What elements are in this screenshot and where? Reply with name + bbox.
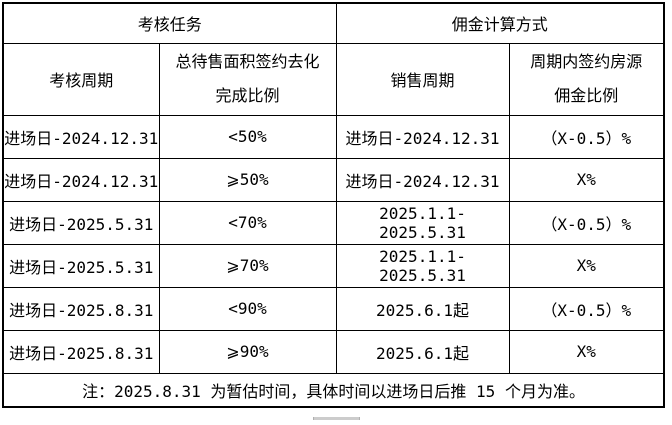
table-row: 进场日-2025.8.31 <90% 2025.6.1起 （X-0.5）%: [2, 286, 665, 331]
footnote: 注：2025.8.31 为暂估时间，具体时间以进场日后推 15 个月为准。: [2, 372, 665, 408]
cell-assessment-period: 进场日-2025.8.31: [2, 286, 160, 331]
cell-sales-period: 进场日-2024.12.31: [335, 157, 510, 202]
cell-sales-period: 2025.6.1起: [335, 286, 510, 331]
table-row: 进场日-2025.8.31 ⩾90% 2025.6.1起 X%: [2, 329, 665, 374]
cell-completion-ratio: ⩾90%: [158, 329, 337, 374]
table-row: 考核周期 总待售面积签约去化 完成比例 销售周期 周期内签约房源 佣金比例: [2, 42, 665, 116]
cell-sales-period: 进场日-2024.12.31: [335, 114, 510, 159]
header-assessment-period: 考核周期: [2, 42, 160, 116]
cell-commission-ratio: X%: [508, 329, 665, 374]
table-row: 注：2025.8.31 为暂估时间，具体时间以进场日后推 15 个月为准。: [2, 372, 665, 408]
table-row: 进场日-2024.12.31 <50% 进场日-2024.12.31 （X-0.…: [2, 114, 665, 159]
table-row: 进场日-2025.5.31 <70% 2025.1.1-2025.5.31 （X…: [2, 200, 665, 245]
header-completion-ratio-line2: 完成比例: [215, 86, 280, 105]
cell-commission-ratio: （X-0.5）%: [508, 114, 665, 159]
header-assessment-task: 考核任务: [2, 2, 337, 44]
table-resize-handle[interactable]: [313, 417, 360, 420]
cell-assessment-period: 进场日-2025.8.31: [2, 329, 160, 374]
header-commission-ratio: 周期内签约房源 佣金比例: [508, 42, 665, 116]
header-completion-ratio: 总待售面积签约去化 完成比例: [158, 42, 337, 116]
cell-assessment-period: 进场日-2025.5.31: [2, 200, 160, 245]
header-commission-calc: 佣金计算方式: [335, 2, 665, 44]
cell-completion-ratio: ⩾70%: [158, 243, 337, 288]
cell-assessment-period: 进场日-2024.12.31: [2, 114, 160, 159]
cell-completion-ratio: ⩾50%: [158, 157, 337, 202]
table-row: 进场日-2025.5.31 ⩾70% 2025.1.1-2025.5.31 X%: [2, 243, 665, 288]
cell-completion-ratio: <90%: [158, 286, 337, 331]
header-commission-ratio-line1: 周期内签约房源: [530, 52, 643, 71]
cell-sales-period: 2025.1.1-2025.5.31: [335, 200, 510, 245]
cell-completion-ratio: <70%: [158, 200, 337, 245]
cell-commission-ratio: X%: [508, 157, 665, 202]
cell-commission-ratio: （X-0.5）%: [508, 286, 665, 331]
cell-commission-ratio: X%: [508, 243, 665, 288]
cell-sales-period: 2025.6.1起: [335, 329, 510, 374]
table-row: 进场日-2024.12.31 ⩾50% 进场日-2024.12.31 X%: [2, 157, 665, 202]
cell-assessment-period: 进场日-2024.12.31: [2, 157, 160, 202]
cell-sales-period: 2025.1.1-2025.5.31: [335, 243, 510, 288]
cell-completion-ratio: <50%: [158, 114, 337, 159]
cell-commission-ratio: （X-0.5）%: [508, 200, 665, 245]
header-sales-period: 销售周期: [335, 42, 510, 116]
commission-assessment-table: 考核任务 佣金计算方式 考核周期 总待售面积签约去化 完成比例 销售周期 周期内…: [2, 2, 666, 408]
header-commission-ratio-line2: 佣金比例: [554, 86, 619, 105]
cell-assessment-period: 进场日-2025.5.31: [2, 243, 160, 288]
header-completion-ratio-line1: 总待售面积签约去化: [175, 52, 320, 71]
table-row: 考核任务 佣金计算方式: [2, 2, 665, 44]
